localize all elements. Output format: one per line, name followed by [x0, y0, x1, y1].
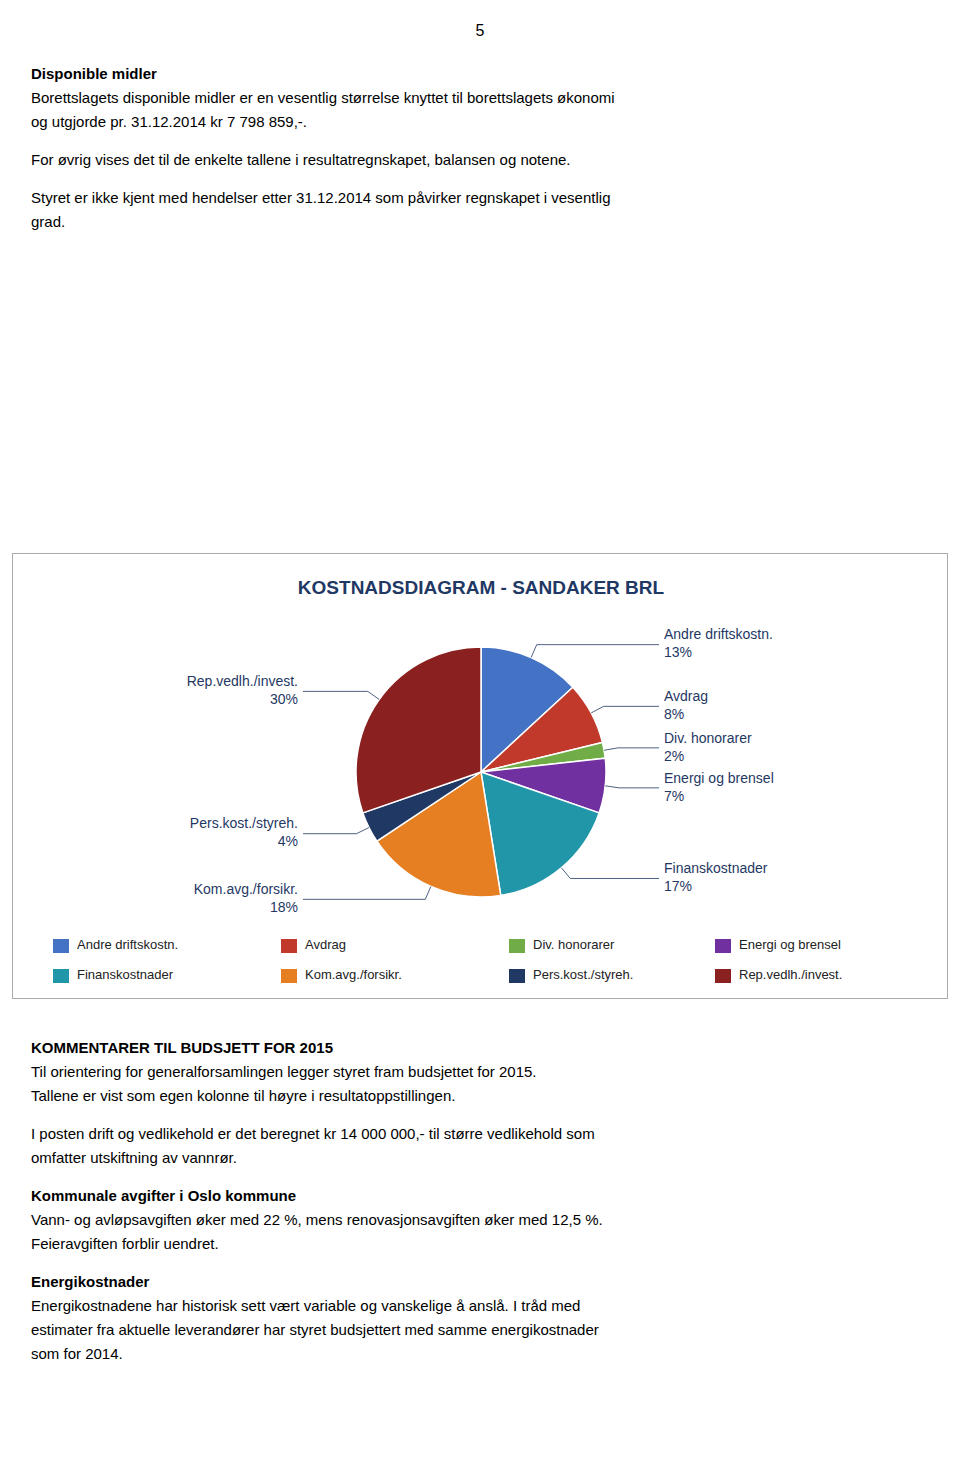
- value-label: 13%: [664, 644, 692, 660]
- chart-box: KOSTNADSDIAGRAM - SANDAKER BRL Andre drif…: [12, 553, 948, 999]
- legend-label: Andre driftskostn.: [77, 937, 178, 952]
- legend-swatch: [715, 939, 731, 953]
- pie-slice: [481, 772, 599, 895]
- leader-line: [605, 786, 659, 788]
- paragraph: For øvrig vises det til de enkelte talle…: [31, 148, 931, 172]
- value-label: 4%: [278, 833, 298, 849]
- slice-label: Pers.kost./styreh.: [190, 815, 298, 831]
- paragraph: Borettslagets disponible midler er en ve…: [31, 86, 931, 134]
- paragraph: I posten drift og vedlikehold er det ber…: [31, 1122, 931, 1170]
- legend-swatch: [715, 969, 731, 983]
- legend-label: Finanskostnader: [77, 967, 174, 982]
- leader-line: [303, 887, 431, 900]
- legend-label: Avdrag: [305, 937, 346, 952]
- value-label: 30%: [270, 691, 298, 707]
- pie-slice: [356, 647, 481, 813]
- paragraph: Styret er ikke kjent med hendelser etter…: [31, 186, 931, 234]
- legend-label: Rep.vedlh./invest.: [739, 967, 842, 982]
- slice-label: Avdrag: [664, 688, 708, 704]
- leader-line: [604, 748, 659, 750]
- legend: Andre driftskostn. Avdrag Div. honorarer En…: [53, 937, 842, 983]
- page-number: 5: [0, 22, 960, 40]
- slice-label: Andre driftskostn.: [664, 626, 773, 642]
- chart-title: KOSTNADSDIAGRAM - SANDAKER BRL: [298, 577, 665, 598]
- legend-label: Energi og brensel: [739, 937, 841, 952]
- value-label: 8%: [664, 706, 684, 722]
- legend-label: Pers.kost./styreh.: [533, 967, 633, 982]
- legend-swatch: [281, 939, 297, 953]
- legend-label: Kom.avg./forsikr.: [305, 967, 402, 982]
- value-label: 7%: [664, 788, 684, 804]
- value-label: 2%: [664, 748, 684, 764]
- slice-label: Finanskostnader: [664, 860, 768, 876]
- heading: Kommunale avgifter i Oslo kommune: [31, 1184, 931, 1208]
- pie: [356, 647, 606, 897]
- legend-swatch: [509, 939, 525, 953]
- paragraph: Energikostnadene har historisk sett vært…: [31, 1294, 931, 1366]
- legend-label: Div. honorarer: [533, 937, 615, 952]
- leader-line: [303, 828, 369, 834]
- value-label: 17%: [664, 878, 692, 894]
- text-block: Disponible midlerBorettslagets disponibl…: [31, 62, 931, 234]
- legend-swatch: [509, 969, 525, 983]
- heading: Disponible midler: [31, 62, 931, 86]
- value-label: 18%: [270, 899, 298, 915]
- heading: KOMMENTARER TIL BUDSJETT FOR 2015: [31, 1036, 931, 1060]
- chart: KOSTNADSDIAGRAM - SANDAKER BRL Andre drif…: [13, 554, 949, 1000]
- legend-swatch: [53, 939, 69, 953]
- leader-line: [561, 868, 659, 879]
- slice-label: Rep.vedlh./invest.: [187, 673, 298, 689]
- slice-label: Kom.avg./forsikr.: [194, 881, 298, 897]
- leader-line: [531, 645, 659, 658]
- legend-swatch: [53, 969, 69, 983]
- heading: Energikostnader: [31, 1270, 931, 1294]
- leader-line: [303, 691, 379, 699]
- leader-line: [591, 706, 659, 713]
- slice-label: Div. honorarer: [664, 730, 752, 746]
- slice-label: Energi og brensel: [664, 770, 774, 786]
- data-labels: Andre driftskostn. 13% Avdrag 8% Div. honora…: [187, 626, 774, 915]
- text-block: KOMMENTARER TIL BUDSJETT FOR 2015Til ori…: [31, 1036, 931, 1366]
- legend-swatch: [281, 969, 297, 983]
- paragraph: Vann- og avløpsavgiften øker med 22 %, m…: [31, 1208, 931, 1256]
- paragraph: Til orientering for generalforsamlingen …: [31, 1060, 931, 1108]
